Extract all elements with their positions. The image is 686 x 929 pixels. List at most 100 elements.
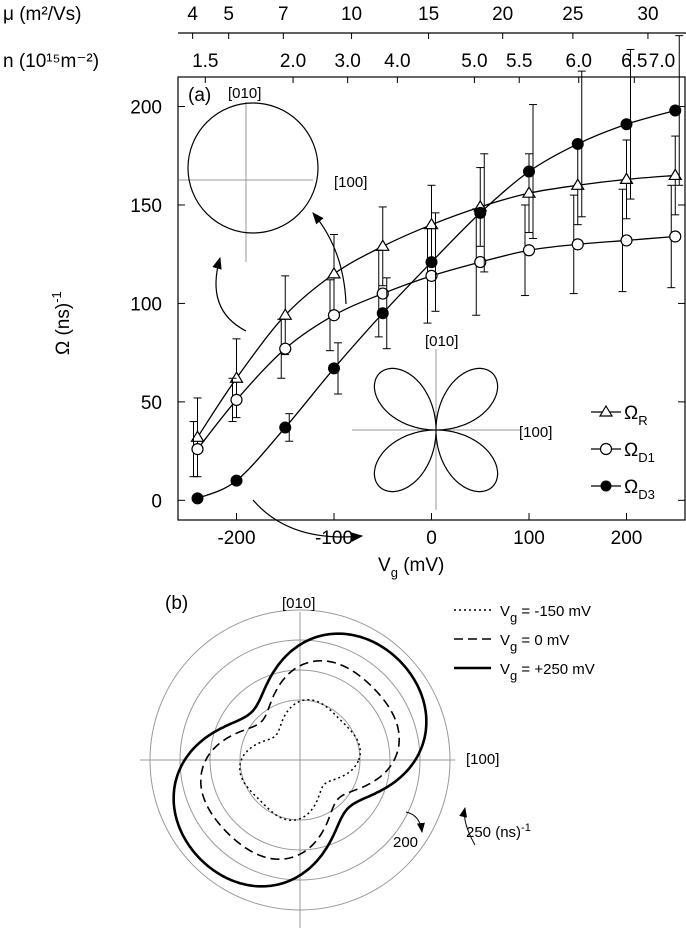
arrow-to-lobes bbox=[252, 499, 364, 542]
marker-circle-open bbox=[279, 342, 292, 355]
inset1-100-label: [100] bbox=[334, 174, 367, 191]
mu-axis-label: μ (m²/Vs) bbox=[3, 4, 82, 25]
y-tick-label: 200 bbox=[130, 98, 162, 119]
y-tick-label: 150 bbox=[130, 196, 162, 217]
marker-circle-open bbox=[522, 244, 536, 257]
inset2-100-label: [100] bbox=[519, 424, 552, 441]
mu-tick-label: 7 bbox=[278, 4, 289, 25]
n-tick-label: 1.5 bbox=[192, 51, 218, 72]
marker-circle-open bbox=[620, 234, 633, 247]
marker-triangle bbox=[190, 430, 205, 442]
mu-tick-label: 15 bbox=[418, 4, 439, 25]
mu-tick-label: 10 bbox=[341, 4, 362, 25]
n-tick-label: 4.0 bbox=[384, 51, 410, 72]
marker-circle-open bbox=[191, 443, 204, 456]
panel-label-a: (a) bbox=[188, 85, 211, 106]
marker-circle-filled bbox=[191, 492, 204, 505]
legend-marker bbox=[599, 442, 613, 456]
marker-triangle bbox=[570, 178, 585, 190]
arrow-to-circle-2 bbox=[312, 212, 347, 305]
y-axis-label: Ω (ns)-1 bbox=[49, 291, 74, 355]
legend-label: ΩR bbox=[624, 403, 648, 428]
n-tick-label: 3.0 bbox=[334, 51, 360, 72]
legend-b: Vg = -150 mV Vg = 0 mV Vg = +250 mV bbox=[454, 603, 595, 683]
marker-triangle bbox=[521, 185, 537, 198]
mu-tick-label: 5 bbox=[223, 4, 234, 25]
mu-axis-ticks: 4 5 7 10 15 20 25 30 bbox=[187, 4, 659, 39]
marker-circle-filled bbox=[523, 165, 535, 178]
marker-triangle bbox=[326, 266, 342, 279]
series-layer bbox=[189, 35, 684, 505]
legend-label: ΩD1 bbox=[624, 440, 655, 465]
n-axis-ticks: 1.5 2.0 3.0 4.0 5.0 5.5 6.0 6.5 7.0 bbox=[192, 51, 686, 83]
x-tick-label: 200 bbox=[611, 528, 643, 549]
marker-circle-filled bbox=[279, 421, 292, 434]
marker-circle-open bbox=[669, 230, 682, 243]
y-tick-label: 0 bbox=[151, 491, 162, 512]
marker-circle-open bbox=[571, 238, 584, 251]
x-tick-label: -200 bbox=[217, 528, 255, 549]
legend-b-label: Vg = +250 mV bbox=[500, 661, 595, 683]
marker-triangle bbox=[375, 239, 390, 251]
polar-100-label: [100] bbox=[466, 751, 499, 768]
marker-circle-open bbox=[327, 309, 341, 322]
marker-circle-open bbox=[230, 393, 243, 406]
x-tick-label: 100 bbox=[513, 528, 545, 549]
ring-200-pointer bbox=[405, 811, 425, 833]
marker-circle-filled bbox=[230, 474, 243, 487]
legend-b-label: Vg = -150 mV bbox=[500, 603, 591, 625]
legend-marker bbox=[600, 480, 612, 492]
mu-tick-label: 4 bbox=[187, 4, 198, 25]
polar-curve-dotted bbox=[239, 699, 361, 821]
x-tick-label: -100 bbox=[315, 528, 353, 549]
n-tick-label: 7.0 bbox=[649, 51, 675, 72]
inset1-010-label: [010] bbox=[228, 85, 261, 102]
marker-circle-open bbox=[474, 255, 487, 269]
legend-b-label: Vg = 0 mV bbox=[500, 632, 569, 654]
n-axis-label: n (10¹⁵m⁻²) bbox=[3, 51, 99, 72]
marker-triangle bbox=[229, 371, 244, 383]
legend-marker bbox=[598, 404, 614, 417]
inset-four-lobe: [010] [100] bbox=[352, 333, 552, 510]
marker-circle-filled bbox=[620, 118, 633, 131]
polar-curves bbox=[172, 632, 428, 888]
polar-curve-dashed bbox=[200, 660, 400, 860]
mu-tick-label: 20 bbox=[492, 4, 513, 25]
y-axis-ticks: 0 50 100 150 200 bbox=[130, 98, 685, 512]
n-tick-label: 5.0 bbox=[461, 51, 487, 72]
legend-a: ΩR ΩD1 ΩD3 bbox=[591, 403, 655, 502]
panel-label-b: (b) bbox=[165, 593, 188, 614]
n-tick-label: 6.0 bbox=[566, 51, 592, 72]
n-tick-label: 6.5 bbox=[621, 51, 647, 72]
x-axis-label: Vg (mV) bbox=[378, 555, 444, 580]
panel-a: μ (m²/Vs) 4 5 7 10 15 20 25 30 n (10¹⁵m⁻²) 1.5 2… bbox=[3, 4, 686, 580]
series-D3 bbox=[191, 35, 684, 505]
marker-circle-filled bbox=[425, 256, 438, 269]
n-tick-label: 5.5 bbox=[506, 51, 532, 72]
x-axis-ticks: -200 -100 0 100 200 bbox=[217, 513, 642, 549]
marker-circle-filled bbox=[328, 362, 340, 375]
marker-circle-filled bbox=[376, 307, 389, 320]
ring-250-pointer bbox=[459, 807, 476, 846]
mu-tick-label: 25 bbox=[562, 4, 583, 25]
x-tick-label: 0 bbox=[426, 528, 437, 549]
panel-b: (b) [010] [100] 200 250 (ns)-1 Vg = -150… bbox=[140, 593, 595, 928]
marker-triangle bbox=[619, 172, 634, 184]
marker-circle-open bbox=[376, 287, 389, 300]
n-tick-label: 2.0 bbox=[280, 51, 306, 72]
inset-circle: [010] [100] bbox=[179, 85, 367, 262]
polar-curve-solid bbox=[172, 632, 428, 888]
polar-010-label: [010] bbox=[282, 595, 315, 612]
marker-circle-open bbox=[425, 269, 438, 282]
marker-circle-filled bbox=[571, 137, 584, 150]
y-tick-label: 100 bbox=[130, 294, 162, 315]
ring-200-label: 200 bbox=[393, 834, 418, 851]
marker-triangle bbox=[668, 168, 683, 181]
ring-250-label: 250 (ns)-1 bbox=[466, 822, 531, 841]
legend-label: ΩD3 bbox=[624, 477, 655, 502]
y-tick-label: 50 bbox=[141, 393, 162, 414]
inset2-010-label: [010] bbox=[425, 333, 458, 350]
mu-tick-label: 30 bbox=[637, 4, 658, 25]
marker-circle-filled bbox=[474, 206, 487, 219]
